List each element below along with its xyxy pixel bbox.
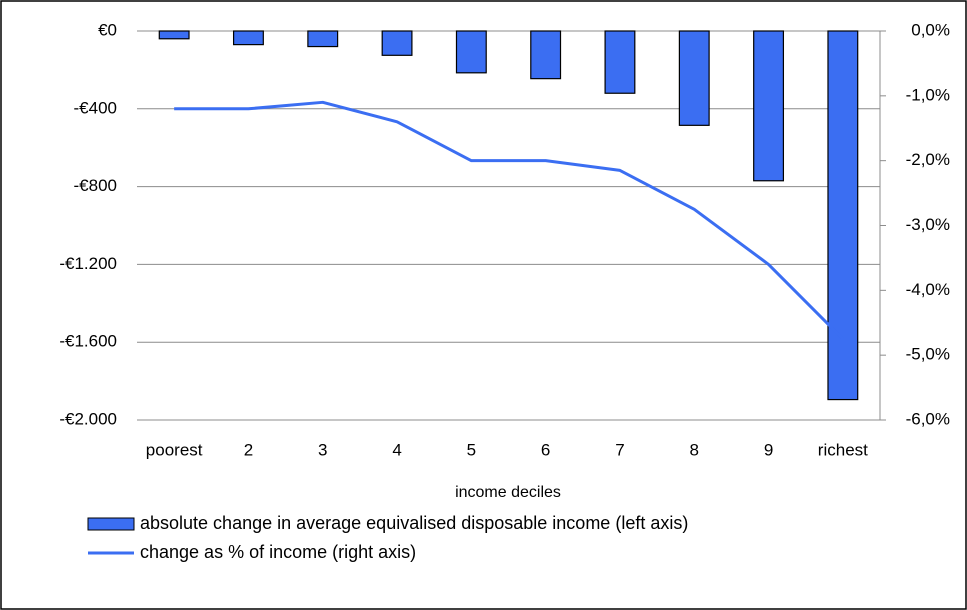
x-tick-label: 8 (690, 440, 699, 459)
bar (158, 30, 190, 40)
x-tick-label: 5 (467, 440, 476, 459)
bar (455, 30, 487, 74)
y2-tick-label: -2,0% (906, 150, 950, 169)
x-tick-label: 2 (244, 440, 253, 459)
y2-tick-label: -6,0% (906, 409, 950, 428)
y-tick-label: €0 (98, 20, 117, 39)
x-tick-label: 7 (615, 440, 624, 459)
legend-label: absolute change in average equivalised d… (140, 513, 688, 533)
x-tick-label: 6 (541, 440, 550, 459)
y-tick-label: -€800 (74, 176, 117, 195)
bar (753, 30, 785, 182)
bar (232, 30, 264, 46)
x-tick-label: 4 (392, 440, 401, 459)
legend-label: change as % of income (right axis) (140, 542, 416, 562)
x-tick-label: richest (818, 440, 868, 459)
bar (678, 30, 710, 126)
bar (530, 30, 562, 80)
y2-tick-label: 0,0% (911, 20, 950, 39)
y2-tick-label: -5,0% (906, 345, 950, 364)
legend-swatch (87, 517, 135, 531)
bar (604, 30, 636, 94)
bar (827, 30, 859, 401)
y2-tick-label: -1,0% (906, 85, 950, 104)
line (174, 100, 844, 341)
y-tick-label: -€2.000 (59, 409, 117, 428)
y-tick-label: -€400 (74, 98, 117, 117)
x-axis-label: income deciles (455, 484, 561, 501)
bar (307, 30, 339, 48)
x-tick-label: poorest (146, 440, 203, 459)
y2-tick-label: -4,0% (906, 280, 950, 299)
y2-tick-label: -3,0% (906, 215, 950, 234)
bar (381, 30, 413, 56)
x-tick-label: 9 (764, 440, 773, 459)
y-tick-label: -€1.200 (59, 254, 117, 273)
y-tick-label: -€1.600 (59, 332, 117, 351)
x-tick-label: 3 (318, 440, 327, 459)
